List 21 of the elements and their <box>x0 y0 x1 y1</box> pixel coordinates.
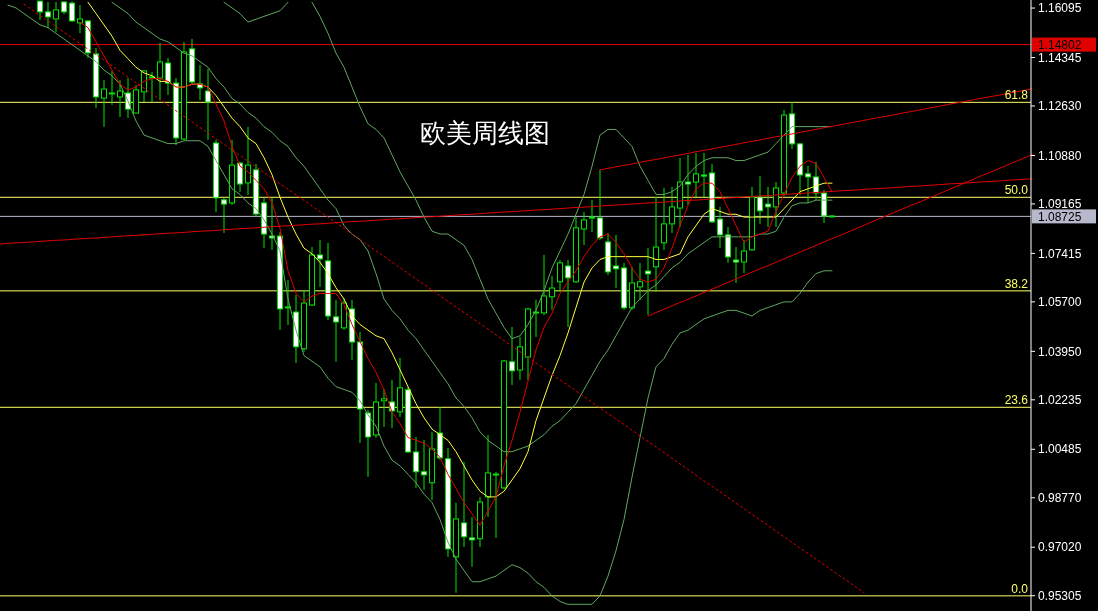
y-tick-label: 1.14345 <box>1038 50 1082 65</box>
y-tick-label: 1.05700 <box>1038 295 1082 310</box>
y-tick-label: 0.97020 <box>1038 540 1082 555</box>
y-tick-label: 0.98770 <box>1038 490 1082 505</box>
text: 欧美周线图 <box>420 118 550 148</box>
y-tick-label: 1.09165 <box>1038 197 1082 212</box>
y-tick-label: 1.10880 <box>1038 148 1082 163</box>
y-tick-label: 1.12630 <box>1038 99 1082 114</box>
y-tick-label: 1.03950 <box>1038 344 1082 359</box>
annotation: 50.0 <box>1004 183 1029 198</box>
ref-line-label: 1.14802 <box>1038 37 1082 52</box>
annotation: 23.6 <box>1004 393 1029 408</box>
y-tick-label: 1.02235 <box>1038 393 1082 408</box>
y-tick-label: 1.16095 <box>1038 1 1082 16</box>
y-tick-label: 0.95305 <box>1038 588 1082 603</box>
annotation: 0.0 <box>1011 581 1029 596</box>
annotation: 38.2 <box>1004 276 1029 291</box>
y-tick-label: 1.07415 <box>1038 246 1082 261</box>
annotation: 61.8 <box>1004 88 1029 103</box>
ref-line-label: 1.08725 <box>1038 209 1082 224</box>
y-tick-label: 1.00485 <box>1038 442 1082 457</box>
